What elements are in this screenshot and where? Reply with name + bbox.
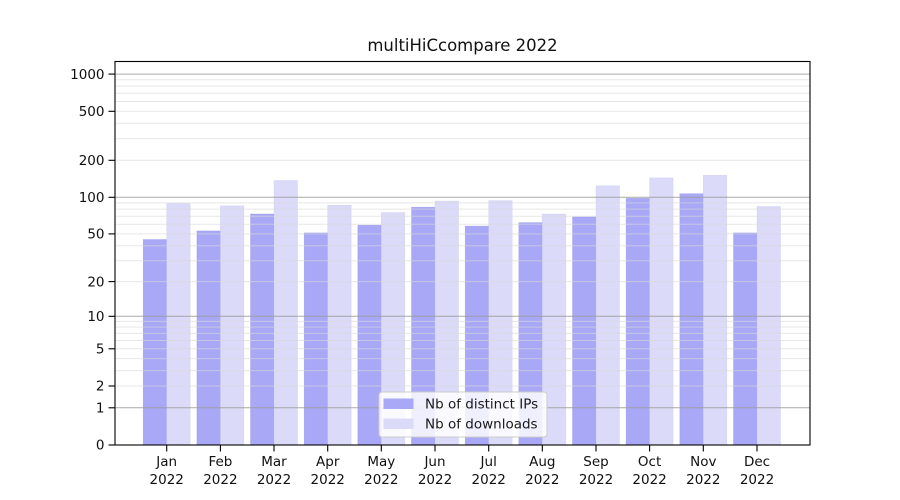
- y-tick-label: 50: [87, 227, 104, 243]
- bar-distinct-ips-apr: [303, 232, 329, 446]
- x-tick-label-year: 2022: [686, 472, 720, 488]
- bar-distinct-ips-sep: [572, 216, 597, 446]
- x-tick-label-month: Mar: [261, 454, 287, 470]
- y-tick-label: 100: [79, 190, 105, 206]
- bar-distinct-ips-dec: [733, 232, 758, 446]
- x-tick-label-year: 2022: [740, 472, 774, 488]
- x-tick-label-year: 2022: [579, 472, 613, 488]
- y-tick-label: 500: [79, 104, 105, 120]
- bar-downloads-oct: [649, 177, 674, 446]
- y-tick-label: 5: [96, 342, 105, 358]
- legend-frame: [378, 391, 548, 438]
- x-tick-label-year: 2022: [472, 472, 506, 488]
- y-tick-label: 2: [96, 379, 105, 395]
- legend-label-distinct-ips: Nb of distinct IPs: [425, 397, 538, 413]
- x-tick-label-year: 2022: [418, 472, 452, 488]
- x-tick-label-year: 2022: [150, 472, 184, 488]
- x-tick-label-month: Apr: [316, 454, 340, 470]
- legend-swatch-downloads: [383, 418, 414, 429]
- x-tick-label-year: 2022: [257, 472, 291, 488]
- bar-downloads-apr: [327, 205, 352, 446]
- y-tick-label: 200: [79, 153, 105, 169]
- y-tick-label: 10: [87, 309, 104, 325]
- x-tick-label-month: Jul: [480, 454, 497, 470]
- legend-swatch-distinct-ips: [383, 398, 414, 409]
- bars-group: [142, 175, 781, 446]
- x-tick-label-month: Sep: [583, 454, 608, 470]
- plot-frame: [114, 60, 811, 446]
- bar-downloads-feb: [220, 205, 245, 446]
- x-tick-label-month: May: [367, 454, 395, 470]
- legend: Nb of distinct IPs Nb of downloads: [378, 391, 548, 438]
- y-tick-label: 0: [96, 438, 105, 454]
- bar-downloads-jan: [166, 203, 191, 446]
- legend-label-downloads: Nb of downloads: [425, 417, 538, 433]
- x-tick-label-month: Oct: [638, 454, 661, 470]
- x-tick-label-year: 2022: [525, 472, 559, 488]
- x-tick-label-year: 2022: [311, 472, 345, 488]
- bar-downloads-dec: [756, 206, 781, 446]
- x-tick-label-year: 2022: [632, 472, 666, 488]
- x-tick-label-month: Nov: [690, 454, 716, 470]
- bar-distinct-ips-mar: [250, 213, 275, 446]
- chart-title: multiHiCcompare 2022: [367, 36, 557, 55]
- x-tick-label-month: Aug: [529, 454, 555, 470]
- x-tick-label-month: Jun: [423, 454, 445, 470]
- x-axis: Jan 2022 Feb 2022 Mar 2022 Apr 2022 May 2022 Jun 20…: [150, 445, 774, 488]
- y-tick-label: 20: [87, 274, 104, 290]
- bar-distinct-ips-jan: [142, 239, 167, 446]
- x-tick-label-year: 2022: [364, 472, 398, 488]
- bar-distinct-ips-feb: [196, 230, 221, 446]
- bar-downloads-mar: [273, 180, 298, 446]
- x-tick-label-month: Jan: [155, 454, 177, 470]
- x-tick-label-month: Feb: [208, 454, 232, 470]
- bar-distinct-ips-may: [357, 224, 382, 446]
- gridlines-group: [115, 73, 810, 409]
- x-tick-label-month: Dec: [744, 454, 770, 470]
- x-tick-label-year: 2022: [203, 472, 237, 488]
- y-tick-label: 1000: [70, 67, 104, 83]
- y-tick-label: 1: [96, 401, 105, 417]
- y-axis: 0 1 2 5 10 20 50 100 200 500 1000: [70, 67, 115, 454]
